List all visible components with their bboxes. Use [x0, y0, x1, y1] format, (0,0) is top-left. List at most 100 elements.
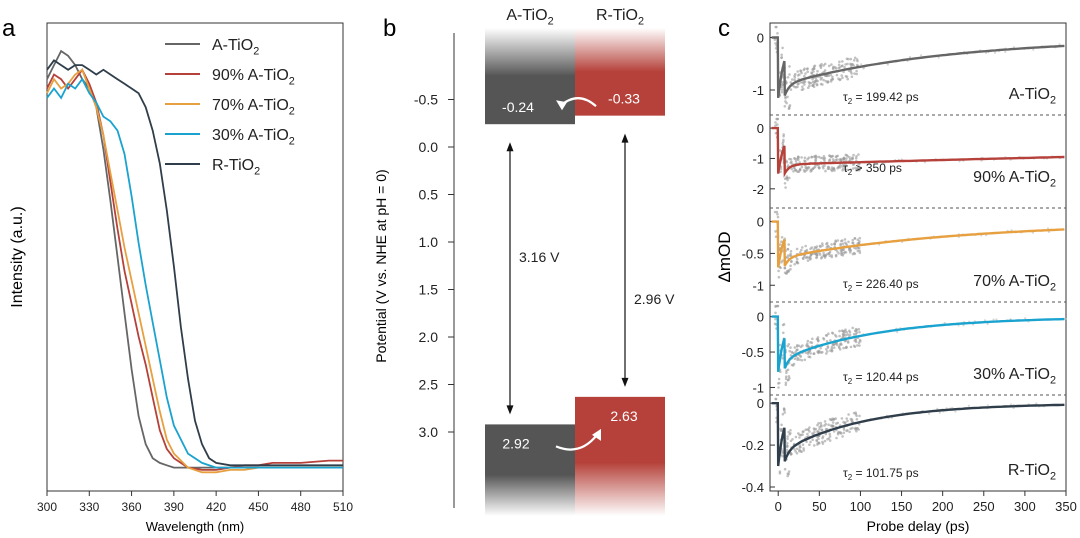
panel-b-ytick-label: 0.0 — [419, 139, 439, 155]
panel-b-ytick-label: -0.5 — [414, 92, 438, 108]
panel-c-data-point — [815, 245, 819, 248]
panel-c-ytick-label: 0 — [757, 121, 764, 136]
panel-c-fit-1 — [771, 126, 1065, 178]
panel-c-fit-3 — [771, 315, 1065, 373]
panel-c-data-point — [815, 337, 819, 341]
panel-c-data-point — [856, 238, 860, 242]
panel-c-data-point — [842, 329, 845, 333]
panel-b-vb-gradient-0 — [485, 474, 575, 516]
panel-a-xtick-label: 510 — [333, 500, 353, 514]
panel-c-data-point — [807, 86, 810, 89]
panel-c-data-point — [818, 253, 822, 256]
panel-c-data-point — [848, 430, 851, 434]
panel-c-data-point — [937, 56, 940, 59]
panel-c-data-point — [800, 248, 803, 252]
panel-c-fit-4 — [771, 402, 1065, 467]
panel-c-data-point — [777, 386, 780, 389]
panel-c-data-point — [840, 64, 843, 68]
panel-c-data-point — [822, 78, 825, 82]
panel-c-data-point — [851, 62, 854, 66]
panel-b-phase-title-0: A-TiO2 — [506, 7, 553, 27]
panel-b-ytick-label: 2.5 — [419, 377, 439, 393]
panel-c-data-point — [804, 72, 807, 75]
panel-c-data-point — [786, 472, 790, 476]
panel-c-data-point — [816, 69, 819, 73]
panel-c-data-point — [834, 158, 837, 162]
panel-c-data-point — [812, 427, 816, 430]
panel-c-data-point — [796, 257, 799, 261]
panel-c-data-point — [808, 443, 811, 447]
panel-c-data-point — [798, 161, 801, 164]
panel-c-tau-value: > 350 ps — [852, 161, 902, 175]
panel-c-sample-label-2: 70% A-TiO2 — [973, 273, 1056, 293]
panel-c-data-point — [823, 164, 826, 167]
panel-b-vb-band-1 — [575, 396, 665, 463]
panel-c-data-point — [778, 381, 781, 385]
panel-c-data-point — [813, 80, 816, 83]
panel-c-data-point — [850, 419, 854, 423]
panel-b-cb-value-0: -0.24 — [502, 99, 534, 115]
panel-c-data-point — [819, 346, 822, 350]
panel-c-xtick-label: 150 — [891, 499, 913, 514]
panel-c-data-point — [860, 63, 863, 66]
panel-c-data-point — [805, 440, 808, 444]
panel-c-data-point — [852, 163, 855, 167]
panel-c-data-point — [807, 428, 810, 431]
panel-c-data-point — [842, 157, 846, 161]
panel-b-cb-gradient-1 — [575, 28, 665, 72]
panel-c-data-point — [816, 423, 819, 427]
panel-c-data-point — [993, 51, 997, 54]
panel-c-data-point — [853, 56, 857, 60]
panel-c-data-point — [793, 76, 797, 79]
panel-c-data-point — [798, 358, 801, 361]
panel-c-data-point — [810, 71, 813, 74]
panel-b-ytick-label: 1.5 — [419, 282, 439, 298]
panel-c-data-point — [789, 439, 793, 443]
panel-c-data-point — [781, 323, 785, 327]
panel-c-data-point — [787, 378, 790, 382]
panel-b-phase-title-0-sub: 2 — [548, 15, 554, 27]
panel-b-gap-arrowhead-down-1 — [621, 377, 629, 387]
panel-c-data-point — [858, 251, 862, 254]
panel-c-data-point — [811, 432, 814, 435]
panel-c-tau-symbol: τ — [843, 277, 848, 291]
panel-a-legend-label-0: A-TiO2 — [212, 37, 259, 57]
panel-c-data-point — [825, 334, 829, 337]
panel-c-data-point — [819, 423, 823, 427]
panel-c-data-point — [809, 170, 812, 173]
panel-c-tau-label-0: τ2 = 199.42 ps — [843, 90, 919, 106]
panel-c-data-point — [862, 67, 865, 70]
panel-c-data-point — [788, 433, 791, 436]
panel-c-data-point — [824, 79, 828, 83]
panel-c-data-point — [786, 442, 789, 445]
panel-c-data-point — [805, 67, 809, 71]
panel-c-data-point — [834, 67, 838, 70]
panel-c-data-point — [841, 242, 845, 245]
panel-c-data-point — [785, 176, 789, 180]
panel-c-sample-label-2-main: 70% A-TiO — [973, 273, 1050, 290]
panel-c-data-point — [789, 250, 793, 253]
panel-c-data-point — [807, 355, 810, 359]
panel-c-data-point — [783, 408, 786, 412]
panel-c-data-point — [837, 252, 840, 255]
panel-b-vb-band-0 — [485, 424, 575, 476]
panel-c-data-point — [813, 82, 816, 85]
panel-c-data-point — [789, 252, 792, 256]
panel-c-data-point — [807, 166, 811, 169]
panel-c-data-point — [798, 436, 801, 439]
panel-c-data-point — [781, 83, 784, 86]
panel-c-data-point — [796, 358, 799, 362]
panel-a-legend-label-2-main: 70% A-TiO — [212, 97, 289, 114]
panel-b-hole-transfer-arrow — [555, 434, 598, 451]
panel-c-data-point — [842, 333, 845, 337]
panel-c-data-point — [794, 86, 798, 89]
panel-c-data-point — [804, 244, 807, 248]
panel-c-data-point — [851, 426, 854, 430]
panel-c-data-point — [789, 81, 792, 84]
panel-a-legend-label-0-main: A-TiO — [212, 37, 253, 54]
panel-c-data-point — [1032, 48, 1035, 51]
panel-c-frame — [769, 22, 1067, 492]
panel-c-data-point — [858, 236, 862, 240]
panel-c-data-point — [806, 342, 809, 346]
